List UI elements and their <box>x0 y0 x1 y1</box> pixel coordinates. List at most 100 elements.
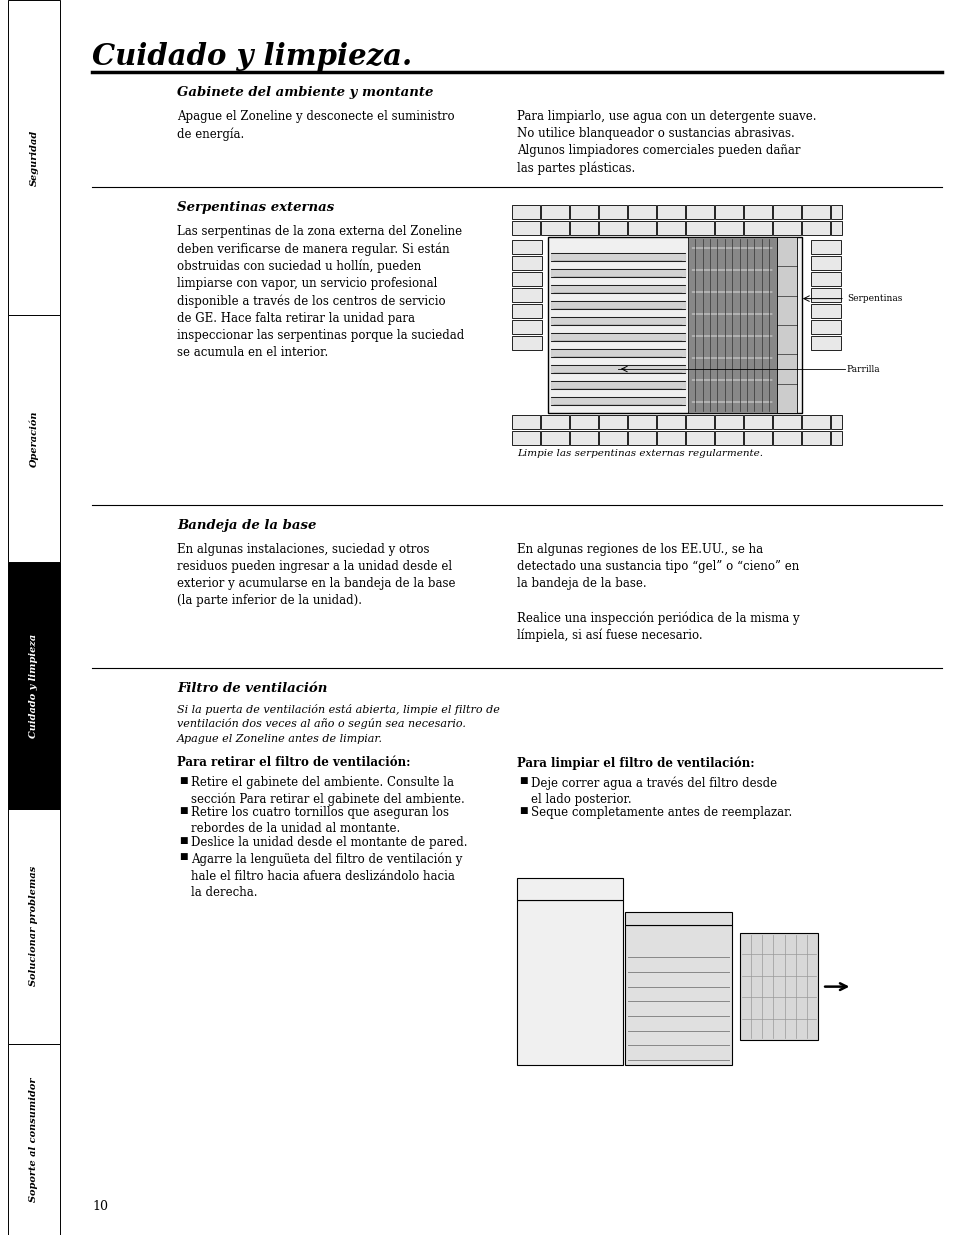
Bar <box>772 415 801 429</box>
Bar <box>569 415 598 429</box>
Text: Para retirar el filtro de ventilación:: Para retirar el filtro de ventilación: <box>177 756 410 769</box>
Text: Deslice la unidad desde el montante de pared.: Deslice la unidad desde el montante de p… <box>191 836 467 848</box>
Text: Apague el Zoneline y desconecte el suministro
de energía.: Apague el Zoneline y desconecte el sumin… <box>177 110 455 141</box>
Text: ■: ■ <box>179 806 188 815</box>
Bar <box>512 256 541 270</box>
Text: Deje correr agua a través del filtro desde
el lado posterior.: Deje correr agua a través del filtro des… <box>531 776 777 806</box>
Text: Soporte al consumidor: Soporte al consumidor <box>30 1077 38 1202</box>
Bar <box>625 911 731 925</box>
Bar <box>540 431 568 445</box>
Bar <box>810 240 841 254</box>
Bar <box>685 415 713 429</box>
Bar <box>512 431 539 445</box>
Bar <box>810 304 841 317</box>
Text: Filtro de ventilación: Filtro de ventilación <box>177 682 327 695</box>
Bar <box>512 304 541 317</box>
Bar <box>830 431 841 445</box>
Bar <box>547 237 801 412</box>
Bar <box>512 272 541 287</box>
Text: ■: ■ <box>179 836 188 845</box>
Bar <box>8 809 60 1044</box>
Bar <box>8 1044 60 1235</box>
Bar <box>810 320 841 333</box>
Text: ■: ■ <box>518 806 527 815</box>
Bar <box>8 0 60 315</box>
Bar <box>810 336 841 350</box>
Bar <box>714 431 742 445</box>
Bar <box>512 288 541 303</box>
Bar <box>685 221 713 235</box>
Text: Limpie las serpentinas externas regularmente.: Limpie las serpentinas externas regularm… <box>517 450 762 458</box>
Text: Seguridad: Seguridad <box>30 130 38 185</box>
Bar <box>830 221 841 235</box>
Text: Las serpentinas de la zona externa del Zoneline
deben verificarse de manera regu: Las serpentinas de la zona externa del Z… <box>177 225 464 359</box>
Text: 10: 10 <box>91 1200 108 1213</box>
Bar <box>598 205 626 219</box>
Text: En algunas regiones de los EE.UU., se ha
detectado una sustancia tipo “gel” o “c: En algunas regiones de los EE.UU., se ha… <box>517 543 799 642</box>
Bar <box>810 256 841 270</box>
Text: Serpentinas externas: Serpentinas externas <box>177 201 334 214</box>
Bar <box>743 221 771 235</box>
Bar <box>776 237 796 412</box>
Bar <box>657 431 684 445</box>
Bar <box>657 221 684 235</box>
Text: Cuidado y limpieza: Cuidado y limpieza <box>30 634 38 737</box>
Bar <box>743 415 771 429</box>
Bar <box>810 272 841 287</box>
Bar <box>743 431 771 445</box>
Bar <box>714 205 742 219</box>
Bar <box>830 205 841 219</box>
Bar <box>512 240 541 254</box>
Bar <box>569 431 598 445</box>
Text: Seque completamente antes de reemplazar.: Seque completamente antes de reemplazar. <box>531 806 791 819</box>
Text: Gabinete del ambiente y montante: Gabinete del ambiente y montante <box>177 86 433 99</box>
Bar <box>801 415 829 429</box>
Bar <box>512 205 539 219</box>
Bar <box>810 288 841 303</box>
Bar <box>627 415 656 429</box>
Bar <box>512 320 541 333</box>
Bar <box>512 221 539 235</box>
Text: Parrilla: Parrilla <box>846 364 880 373</box>
Bar <box>598 431 626 445</box>
Text: Para limpiar el filtro de ventilación:: Para limpiar el filtro de ventilación: <box>517 756 754 769</box>
Bar <box>739 932 818 1040</box>
Bar <box>801 221 829 235</box>
Text: Apague el Zoneline antes de limpiar.: Apague el Zoneline antes de limpiar. <box>177 734 382 743</box>
Text: Serpentinas: Serpentinas <box>846 294 902 303</box>
Bar <box>569 205 598 219</box>
Bar <box>830 415 841 429</box>
Bar <box>657 415 684 429</box>
Bar <box>685 205 713 219</box>
Bar <box>685 431 713 445</box>
Bar <box>8 315 60 562</box>
Text: ■: ■ <box>518 776 527 785</box>
Bar <box>714 415 742 429</box>
Bar <box>540 205 568 219</box>
Text: Si la puerta de ventilación está abierta, limpie el filtro de
ventilación dos ve: Si la puerta de ventilación está abierta… <box>177 704 499 729</box>
Bar <box>627 431 656 445</box>
Bar <box>540 415 568 429</box>
Text: Retire los cuatro tornillos que aseguran los
rebordes de la unidad al montante.: Retire los cuatro tornillos que aseguran… <box>191 806 449 836</box>
Bar <box>569 221 598 235</box>
Bar <box>512 336 541 350</box>
Text: En algunas instalaciones, suciedad y otros
residuos pueden ingresar a la unidad : En algunas instalaciones, suciedad y otr… <box>177 543 455 606</box>
Bar <box>598 415 626 429</box>
Bar <box>772 205 801 219</box>
Text: Bandeja de la base: Bandeja de la base <box>177 519 316 532</box>
Bar <box>772 431 801 445</box>
Bar <box>517 900 622 1065</box>
Bar <box>540 221 568 235</box>
Bar <box>627 205 656 219</box>
Text: Retire el gabinete del ambiente. Consulte la
sección Para retirar el gabinete de: Retire el gabinete del ambiente. Consult… <box>191 776 464 806</box>
Bar <box>687 237 776 412</box>
Bar <box>657 205 684 219</box>
Bar <box>625 925 731 1065</box>
Text: ■: ■ <box>179 776 188 785</box>
Text: Solucionar problemas: Solucionar problemas <box>30 866 38 987</box>
Bar <box>714 221 742 235</box>
Text: Agarre la lenguüeta del filtro de ventilación y
hale el filtro hacia afuera desl: Agarre la lenguüeta del filtro de ventil… <box>191 852 462 899</box>
Bar <box>772 221 801 235</box>
Bar <box>512 415 539 429</box>
Bar <box>517 878 622 900</box>
